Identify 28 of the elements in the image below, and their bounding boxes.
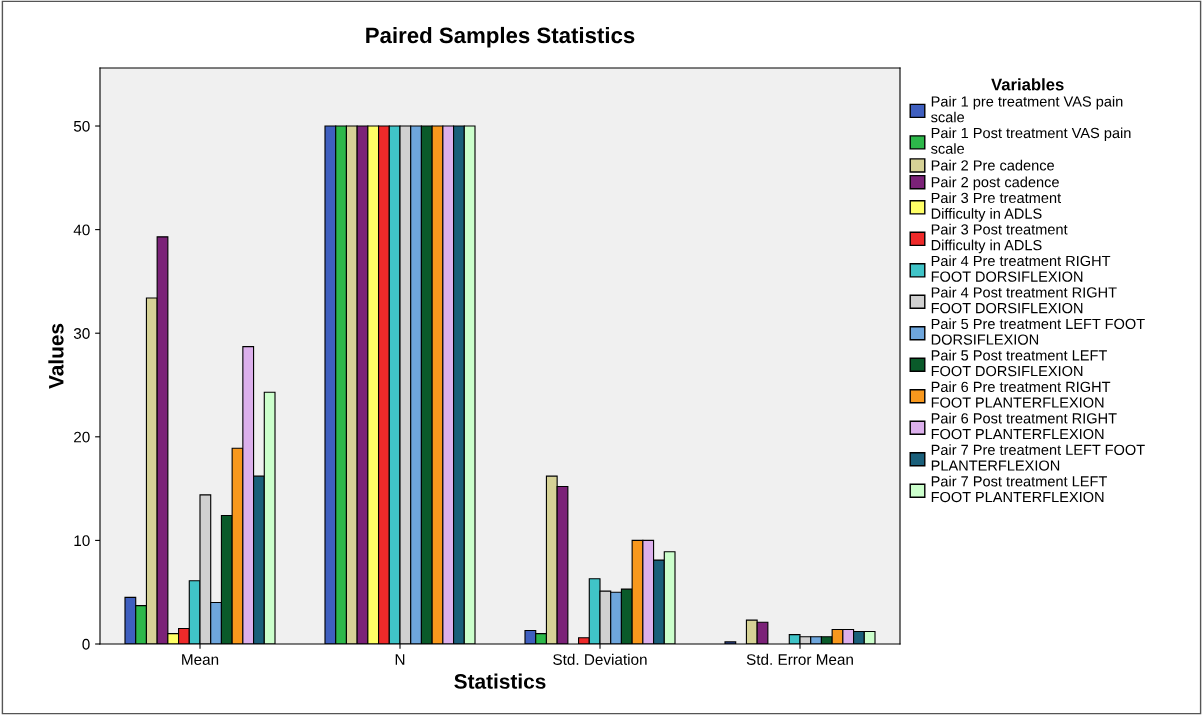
x-tick-label: Std. Deviation [553, 653, 647, 665]
legend-label: Pair 1 pre treatment VAS pain scale [931, 95, 1123, 123]
legend-label: Pair 2 Pre cadence [931, 159, 1055, 171]
y-tick-label: 30 [73, 328, 90, 339]
x-tick-label: Mean [182, 654, 219, 665]
legend-label: Pair 4 Pre treatment RIGHT FOOT DORSIFLEXION [931, 255, 1111, 282]
y-tick-label: 50 [73, 120, 90, 132]
legend-label: Pair 3 Pre treatment Difficulty in ADLS [931, 192, 1062, 222]
x-tick-label: Std. Error Mean [746, 653, 853, 665]
y-tick-label: 40 [73, 224, 90, 236]
x-axis-title: Statistics [454, 673, 546, 689]
chart-title: Paired Samples Statistics [366, 26, 635, 48]
legend-label: Pair 3 Post treatment Difficulty in ADLS [931, 223, 1068, 254]
y-tick-label: 20 [74, 431, 90, 443]
legend-label: Pair 4 Post treatment RIGHT FOOT DORSIFLEXION [931, 286, 1117, 314]
legend-label: Pair 6 Pre treatment RIGHT FOOT PLANTERFLEXION [931, 381, 1111, 408]
y-tick-label: 0 [82, 638, 90, 650]
x-tick-label: N [395, 654, 405, 665]
legend-label: Pair 7 Pre treatment LEFT FOOT PLANTERFLEXION [931, 444, 1145, 471]
legend-label: Pair 7 Post treatment LEFT FOOT PLANTERFLEXION [931, 475, 1107, 503]
legend-label: Pair 6 Post treatment RIGHT FOOT PLANTERFLEXION [931, 412, 1117, 440]
y-tick-label: 10 [74, 535, 90, 547]
legend-title: Variables [991, 78, 1064, 91]
y-axis-title: Values [48, 323, 64, 389]
legend-label: Pair 5 Pre treatment LEFT FOOT DORSIFLEXION [931, 318, 1145, 345]
legend-label: Pair 5 Post treatment LEFT FOOT DORSIFLEXION [931, 349, 1107, 377]
legend-label: Pair 1 Post treatment VAS pain scale [931, 127, 1131, 154]
legend-label: Pair 2 post cadence [931, 176, 1059, 191]
